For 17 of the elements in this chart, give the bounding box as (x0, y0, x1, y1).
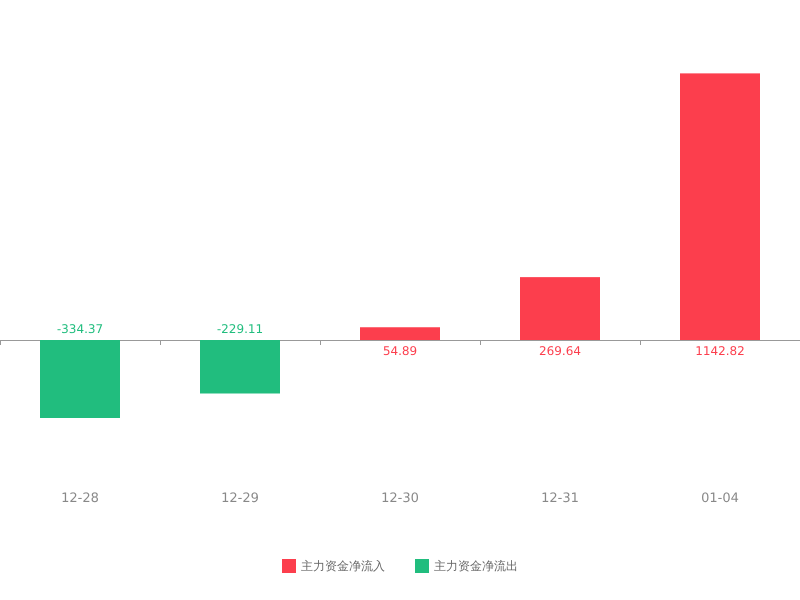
x-tick-label: 12-29 (221, 491, 259, 506)
x-tick-label: 12-30 (381, 491, 419, 506)
data-label: 269.64 (539, 344, 581, 358)
bar (360, 327, 440, 340)
x-tick-label: 12-28 (61, 491, 99, 506)
bar (680, 73, 760, 340)
data-label: -334.37 (56, 322, 104, 336)
legend-label: 主力资金净流入 (301, 559, 385, 573)
bar (520, 277, 600, 340)
x-tick-label: 12-31 (541, 491, 579, 506)
bar (40, 340, 120, 418)
x-tick-label: 01-04 (701, 491, 739, 506)
data-label: 54.89 (382, 344, 418, 358)
legend-label: 主力资金净流出 (434, 559, 518, 573)
data-label: -229.11 (216, 322, 264, 336)
bar (200, 340, 280, 394)
data-label: 1142.82 (695, 344, 745, 358)
